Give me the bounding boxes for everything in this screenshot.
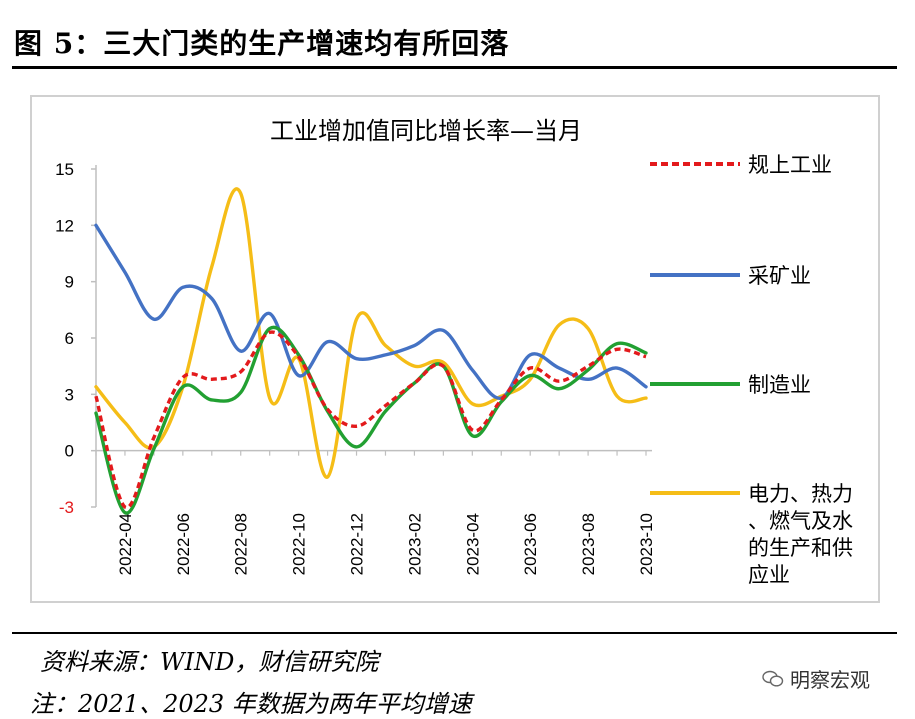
x-tick-label: 2022-06 xyxy=(174,513,193,575)
x-tick-label: 2023-08 xyxy=(579,513,598,575)
chart-panel: 工业增加值同比增长率—当月 15 12 9 6 3 0 -3 2022-04 2022-06 20… xyxy=(30,95,880,603)
watermark: 明察宏观 xyxy=(762,664,870,693)
x-tick-label: 2023-02 xyxy=(405,513,424,575)
x-tick-label: 2022-04 xyxy=(116,513,135,575)
x-tick-label: 2023-06 xyxy=(521,513,540,575)
source-note: 资料来源：WIND，财信研究院 xyxy=(40,648,379,676)
top-rule xyxy=(12,66,897,69)
y-tick-label: 9 xyxy=(65,273,74,292)
chart-title: 工业增加值同比增长率—当月 xyxy=(270,117,582,145)
legend-label-2: 采矿业 xyxy=(748,264,811,288)
x-tick-label: 2022-12 xyxy=(348,513,367,575)
x-tick-label: 2022-10 xyxy=(290,513,309,575)
y-tick-label: -3 xyxy=(59,498,74,517)
legend-label-4: 电力、热力、燃气及水的生产和供应业 xyxy=(748,482,853,587)
data-note: 注：2021、2023 年数据为两年平均增速 xyxy=(30,690,472,718)
legend-label-3: 制造业 xyxy=(748,373,811,397)
y-tick-label: 15 xyxy=(55,160,74,179)
series-line-2 xyxy=(94,223,648,400)
x-tick-label: 2023-10 xyxy=(637,513,656,575)
y-tick-label: 3 xyxy=(65,385,74,404)
bottom-rule xyxy=(12,632,897,634)
figure-title: 图 5：三大门类的生产增速均有所回落 xyxy=(14,27,510,60)
watermark-text: 明察宏观 xyxy=(790,668,870,692)
series-line-3 xyxy=(94,325,648,515)
x-tick-label: 2022-08 xyxy=(232,513,251,575)
chart-series xyxy=(94,187,648,515)
y-tick-label: 12 xyxy=(55,216,74,235)
wechat-icon xyxy=(762,670,784,687)
x-tick-label: 2023-04 xyxy=(463,513,482,575)
y-tick-label: 0 xyxy=(65,442,74,461)
y-tick-label: 6 xyxy=(65,329,74,348)
chart-axes: 15 12 9 6 3 0 -3 2022-04 2022-06 2022-08 2022-10 20… xyxy=(55,160,656,575)
legend-label-1: 规上工业 xyxy=(748,153,832,177)
series-line-1 xyxy=(94,330,647,510)
line-chart: 工业增加值同比增长率—当月 15 12 9 6 3 0 -3 2022-04 2022-06 20… xyxy=(55,117,853,587)
